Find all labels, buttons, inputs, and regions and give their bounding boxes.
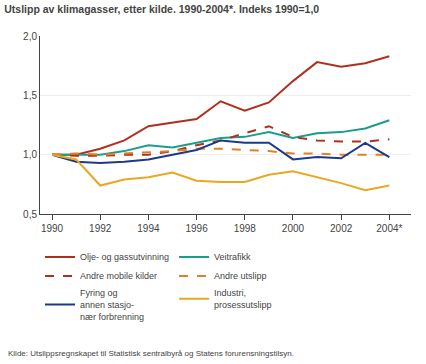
svg-text:1992: 1992 [89,223,112,234]
svg-text:Fyring ogannen stasjo-nær forb: Fyring ogannen stasjo-nær forbrenning [80,288,144,321]
svg-text:Andre utslipp: Andre utslipp [214,271,267,281]
svg-text:1996: 1996 [185,223,208,234]
svg-text:Utslipp av klimagasser, etter: Utslipp av klimagasser, etter kilde. 199… [4,3,319,15]
svg-text:1994: 1994 [137,223,160,234]
svg-text:1,5: 1,5 [23,90,37,101]
svg-text:1998: 1998 [234,223,257,234]
svg-text:1990: 1990 [41,223,64,234]
svg-text:Kilde: Utslippsregnskapet til: Kilde: Utslippsregnskapet til Statistisk… [8,349,294,358]
svg-text:Veitrafikk: Veitrafikk [214,252,251,262]
svg-text:2,0: 2,0 [23,31,37,42]
svg-text:Olje- og gassutvinning: Olje- og gassutvinning [80,252,169,262]
svg-text:2000: 2000 [282,223,305,234]
svg-text:2002: 2002 [330,223,353,234]
svg-text:Industri,prosessutslipp: Industri,prosessutslipp [214,288,272,310]
svg-text:Andre mobile kilder: Andre mobile kilder [80,271,157,281]
svg-text:0,5: 0,5 [23,209,37,220]
svg-text:1,0: 1,0 [23,149,37,160]
svg-text:2004*: 2004* [376,223,402,234]
